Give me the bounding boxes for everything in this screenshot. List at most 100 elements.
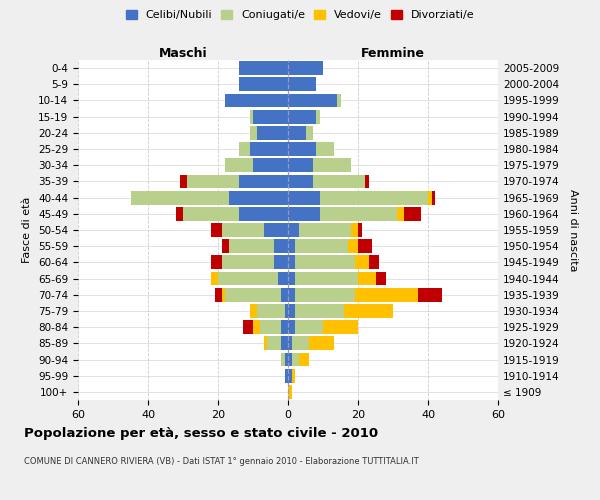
Bar [218,272,277,285]
Bar [288,304,295,318]
Y-axis label: Fasce di età: Fasce di età [22,197,32,263]
Bar [288,78,316,91]
Bar [288,256,295,270]
Bar [263,336,267,350]
Bar [250,142,288,156]
Bar [239,61,288,75]
Bar [288,190,320,204]
Bar [274,256,288,270]
Bar [288,158,313,172]
Bar [281,320,288,334]
Bar [368,256,379,270]
Bar [365,174,368,188]
Bar [257,304,284,318]
Bar [288,61,323,75]
Bar [355,288,418,302]
Bar [225,94,288,108]
Bar [292,369,295,382]
Bar [295,320,323,334]
Bar [295,256,355,270]
Bar [288,94,337,108]
Bar [253,110,288,124]
Bar [221,240,229,253]
Bar [358,240,372,253]
Bar [211,272,218,285]
Bar [337,94,341,108]
Bar [239,142,250,156]
Bar [347,240,358,253]
Bar [431,190,435,204]
Bar [295,304,344,318]
Bar [284,304,288,318]
Bar [323,320,358,334]
Bar [260,320,281,334]
Bar [239,78,288,91]
Bar [292,352,299,366]
Bar [295,240,347,253]
Bar [277,272,288,285]
Bar [288,385,292,399]
Bar [281,352,284,366]
Text: COMUNE DI CANNERO RIVIERA (VB) - Dati ISTAT 1° gennaio 2010 - Elaborazione TUTTI: COMUNE DI CANNERO RIVIERA (VB) - Dati IS… [24,458,419,466]
Bar [288,288,295,302]
Bar [229,240,274,253]
Bar [179,174,187,188]
Bar [131,190,229,204]
Bar [351,223,358,237]
Bar [250,304,257,318]
Bar [288,352,292,366]
Bar [281,288,288,302]
Bar [211,223,221,237]
Bar [316,110,320,124]
Bar [288,110,316,124]
Legend: Celibi/Nubili, Coniugati/e, Vedovi/e, Divorziati/e: Celibi/Nubili, Coniugati/e, Vedovi/e, Di… [121,6,479,25]
Bar [320,190,428,204]
Bar [288,142,316,156]
Bar [358,223,361,237]
Bar [418,288,442,302]
Bar [299,352,309,366]
Bar [295,288,355,302]
Bar [288,272,295,285]
Bar [309,336,334,350]
Text: Femmine: Femmine [361,47,425,60]
Bar [288,320,295,334]
Bar [221,256,274,270]
Bar [305,126,313,140]
Text: Maschi: Maschi [158,47,208,60]
Bar [316,142,334,156]
Bar [358,272,376,285]
Bar [239,174,288,188]
Bar [239,207,288,220]
Bar [292,336,309,350]
Bar [263,223,288,237]
Bar [299,223,351,237]
Bar [284,369,288,382]
Bar [295,272,358,285]
Bar [229,190,288,204]
Text: Popolazione per età, sesso e stato civile - 2010: Popolazione per età, sesso e stato civil… [24,428,378,440]
Bar [397,207,404,220]
Bar [274,240,288,253]
Bar [288,207,320,220]
Bar [288,336,292,350]
Bar [267,336,281,350]
Bar [225,158,253,172]
Bar [288,369,292,382]
Bar [225,288,281,302]
Bar [211,256,221,270]
Bar [404,207,421,220]
Bar [250,126,257,140]
Bar [215,288,221,302]
Bar [250,110,253,124]
Bar [183,207,239,220]
Bar [257,126,288,140]
Bar [281,336,288,350]
Bar [253,158,288,172]
Bar [221,288,225,302]
Bar [288,174,313,188]
Bar [176,207,183,220]
Bar [344,304,393,318]
Bar [313,158,351,172]
Bar [187,174,239,188]
